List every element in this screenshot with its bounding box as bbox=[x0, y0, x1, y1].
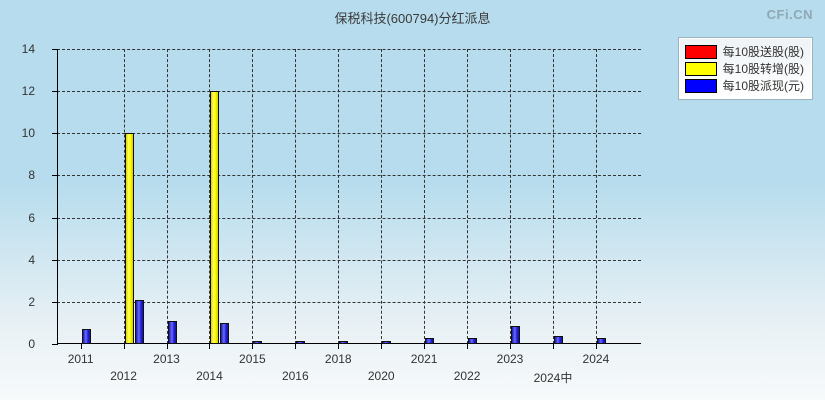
gridline-horizontal bbox=[57, 91, 641, 93]
y-axis-line bbox=[57, 49, 58, 344]
x-tick-mark bbox=[80, 343, 82, 349]
y-tick-mark bbox=[52, 91, 58, 93]
y-tick-label: 8 bbox=[28, 168, 35, 183]
x-tick-label: 2024 bbox=[582, 352, 610, 366]
x-tick-label: 2022 bbox=[453, 369, 481, 383]
plot-area: 0 2 4 6 8 10 12 14 2011 2012 2013 2014 2015 2016 2018… bbox=[22, 42, 641, 385]
bar bbox=[425, 337, 435, 344]
legend-swatch-paixian bbox=[684, 78, 717, 93]
y-tick-label: 2 bbox=[28, 294, 35, 309]
x-tick-label: 2012 bbox=[110, 369, 137, 383]
x-tick-mark bbox=[252, 343, 254, 349]
bar bbox=[296, 341, 306, 344]
y-tick-label: 4 bbox=[28, 252, 35, 267]
x-tick-label: 2016 bbox=[281, 369, 309, 383]
bar bbox=[81, 329, 91, 344]
watermark: CFi.CN bbox=[766, 7, 813, 22]
y-tick-mark bbox=[52, 133, 58, 135]
legend-item[interactable]: 每10股转增(股) bbox=[684, 60, 804, 77]
x-tick-label: 2023 bbox=[496, 352, 524, 366]
y-tick-mark bbox=[52, 175, 58, 177]
legend: 每10股送股(股) 每10股转增(股) 每10股派现(元) bbox=[677, 37, 813, 100]
gridline-horizontal bbox=[57, 217, 641, 219]
bar bbox=[339, 341, 349, 344]
x-tick-label: 2021 bbox=[410, 352, 438, 366]
y-tick-label: 12 bbox=[21, 84, 35, 99]
gridline-vertical bbox=[295, 49, 297, 344]
x-tick-label: 2011 bbox=[67, 352, 94, 366]
legend-label: 每10股送股(股) bbox=[722, 45, 804, 59]
gridline-horizontal bbox=[57, 301, 641, 303]
gridline-horizontal bbox=[57, 259, 641, 261]
bar bbox=[596, 337, 606, 344]
gridline-vertical bbox=[338, 49, 340, 344]
y-tick-label: 6 bbox=[28, 210, 35, 225]
gridline-horizontal bbox=[57, 175, 641, 177]
y-tick-mark bbox=[52, 301, 58, 303]
bar bbox=[468, 337, 478, 344]
legend-item[interactable]: 每10股派现(元) bbox=[684, 77, 804, 94]
gridline-vertical bbox=[510, 49, 512, 344]
y-tick-label: 10 bbox=[21, 126, 35, 141]
gridline-horizontal bbox=[57, 133, 641, 135]
bar bbox=[210, 91, 220, 344]
bar bbox=[167, 320, 177, 344]
gridline-horizontal bbox=[57, 49, 641, 50]
x-tick-mark bbox=[209, 343, 211, 349]
gridline-vertical bbox=[252, 49, 254, 344]
x-axis-line bbox=[57, 343, 641, 344]
x-tick-label: 2013 bbox=[153, 352, 180, 366]
legend-label: 每10股转增(股) bbox=[722, 62, 804, 76]
x-tick-label: 2014 bbox=[196, 369, 223, 383]
y-tick-mark bbox=[52, 344, 58, 345]
bar bbox=[553, 335, 563, 344]
bar bbox=[220, 322, 230, 344]
bar bbox=[511, 326, 521, 344]
x-tick-mark bbox=[595, 343, 597, 349]
x-tick-mark bbox=[467, 343, 469, 349]
gridline-vertical bbox=[595, 49, 597, 344]
x-tick-mark bbox=[510, 343, 512, 349]
gridline-vertical bbox=[467, 49, 469, 344]
legend-swatch-zhuanzeng bbox=[684, 61, 717, 76]
y-tick-label: 14 bbox=[21, 42, 35, 56]
x-tick-mark bbox=[424, 343, 426, 349]
bar bbox=[382, 341, 392, 344]
x-tick-mark bbox=[381, 343, 383, 349]
gridline-vertical bbox=[209, 49, 211, 344]
gridline-vertical bbox=[424, 49, 426, 344]
x-tick-label: 2024中 bbox=[533, 371, 573, 385]
bar bbox=[124, 133, 134, 344]
legend-item[interactable]: 每10股送股(股) bbox=[684, 43, 804, 60]
gridline-vertical bbox=[552, 49, 554, 344]
legend-label: 每10股派现(元) bbox=[722, 79, 804, 93]
y-tick-mark bbox=[52, 217, 58, 219]
gridline-vertical bbox=[166, 49, 168, 344]
x-tick-label: 2020 bbox=[367, 369, 395, 383]
y-tick-label: 0 bbox=[28, 337, 35, 351]
x-tick-mark bbox=[295, 343, 297, 349]
x-tick-label: 2015 bbox=[239, 352, 266, 366]
x-tick-label: 2018 bbox=[324, 352, 352, 366]
gridline-vertical bbox=[123, 49, 125, 344]
chart-title: 保税科技(600794)分红派息 bbox=[334, 11, 491, 26]
x-tick-mark bbox=[338, 343, 340, 349]
x-tick-mark bbox=[166, 343, 168, 349]
x-tick-mark bbox=[552, 343, 554, 349]
y-tick-mark bbox=[52, 49, 58, 50]
gridline-vertical bbox=[381, 49, 383, 344]
bar bbox=[253, 341, 263, 344]
legend-swatch-song bbox=[684, 44, 717, 59]
bar bbox=[134, 299, 144, 344]
y-tick-mark bbox=[52, 259, 58, 261]
x-tick-mark bbox=[123, 343, 125, 349]
